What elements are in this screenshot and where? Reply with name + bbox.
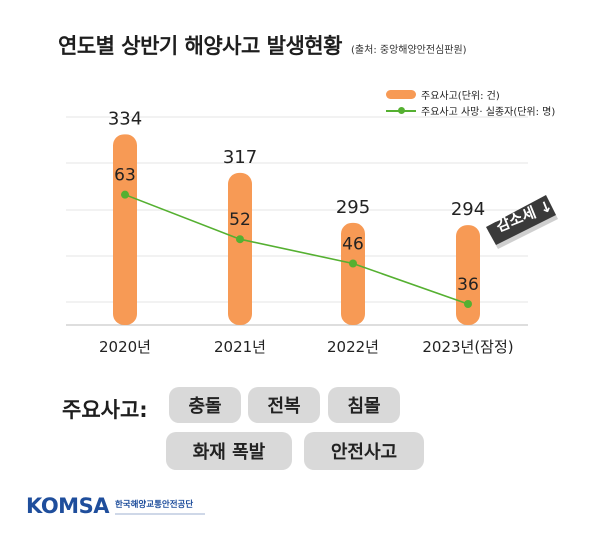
bar-value-label-0: 334: [108, 108, 142, 129]
chart-area: 334 2020년 317 2021년 295 2022년 294 2023년(잠정) 63 52…: [66, 108, 528, 356]
x-tick-label-0: 2020년: [99, 338, 151, 356]
legend-line-label: 주요사고 사망· 실종자(단위: 명): [421, 106, 556, 118]
logo-text: 한국해양교통안전공단: [114, 498, 205, 515]
bar-3: [456, 225, 480, 325]
line-point-1: [236, 235, 244, 244]
category-pill-safety-accident: 안전사고: [304, 432, 424, 470]
legend: 주요사고(단위: 건) 주요사고 사망· 실종자(단위: 명): [386, 86, 555, 118]
line-value-label-1: 52: [229, 210, 251, 230]
categories-label: 주요사고:: [62, 398, 148, 422]
line-point-3: [464, 300, 472, 308]
line-point-0: [121, 190, 129, 199]
logo-subline: [114, 512, 205, 515]
line-value-label-0: 63: [114, 166, 136, 186]
komsa-logo: KOMSA 한국해양교통안전공단: [26, 494, 205, 518]
x-tick-label-3: 2023년(잠정): [422, 338, 513, 356]
decrease-badge: 감소세 ↓: [486, 195, 560, 249]
line-value-label-3: 36: [457, 275, 479, 295]
chart-source: (출처: 중앙해양안전심판원): [351, 45, 467, 56]
logo-mark: KOMSA: [26, 494, 109, 518]
legend-line-swatch: [386, 106, 416, 115]
title-row: 연도별 상반기 해양사고 발생현황 (출처: 중앙해양안전심판원): [58, 30, 467, 60]
legend-item-line: 주요사고 사망· 실종자(단위: 명): [386, 102, 555, 118]
bar-2: [341, 222, 365, 325]
line-point-2: [349, 259, 357, 268]
bar-value-label-1: 317: [223, 147, 257, 168]
category-pill-capsize: 전복: [248, 387, 320, 423]
legend-bar-swatch: [386, 89, 416, 99]
x-tick-label-1: 2021년: [214, 338, 266, 356]
org-name: 한국해양교통안전공단: [114, 499, 194, 510]
legend-item-bar: 주요사고(단위: 건): [386, 86, 555, 102]
bar-1: [228, 172, 252, 325]
line-series: [124, 193, 469, 305]
decrease-badge-shape: [486, 195, 558, 249]
line-value-label-2: 46: [342, 235, 364, 255]
category-pill-collision: 충돌: [169, 387, 241, 423]
bar-0: [113, 134, 137, 325]
x-tick-label-2: 2022년: [327, 338, 379, 356]
category-pill-sinking: 침몰: [328, 387, 400, 423]
chart-title: 연도별 상반기 해양사고 발생현황: [58, 34, 342, 58]
legend-bar-label: 주요사고(단위: 건): [421, 90, 500, 102]
bar-value-label-3: 294: [451, 199, 485, 220]
bar-value-label-2: 295: [336, 197, 370, 218]
category-pill-fire-explosion: 화재 폭발: [166, 432, 292, 470]
